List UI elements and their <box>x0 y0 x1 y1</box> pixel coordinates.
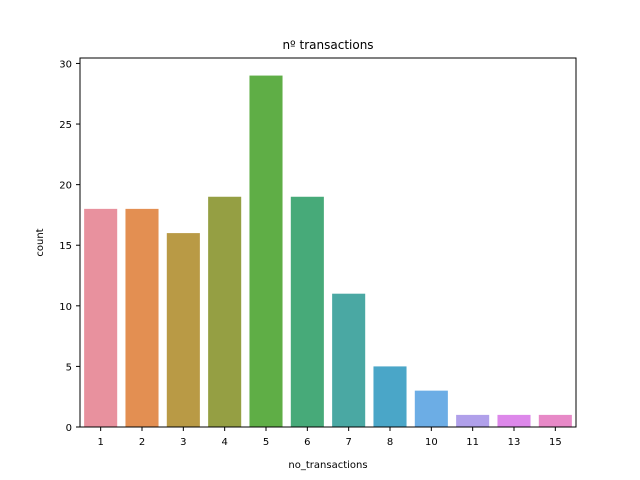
bar-6 <box>290 196 324 427</box>
bar-7 <box>332 293 366 427</box>
bar-15 <box>538 414 572 427</box>
x-tick-label: 11 <box>466 437 479 448</box>
x-axis-label: no_transactions <box>288 460 367 471</box>
x-tick-label: 13 <box>508 437 521 448</box>
bar-2 <box>125 208 159 427</box>
x-tick-label: 4 <box>221 437 227 448</box>
y-tick-label: 15 <box>59 241 72 252</box>
x-tick-label: 5 <box>263 437 269 448</box>
x-tick-label: 8 <box>387 437 393 448</box>
x-tick-label: 1 <box>97 437 103 448</box>
chart-title: nº transactions <box>282 38 373 52</box>
plot-frame <box>79 57 577 428</box>
bar-13 <box>497 414 531 427</box>
y-tick-label: 5 <box>66 362 72 373</box>
x-tick-label: 3 <box>180 437 186 448</box>
bar-8 <box>373 366 407 427</box>
y-tick-label: 10 <box>59 302 72 313</box>
y-axis-ticks: 0 5 10 15 20 25 30 <box>59 59 80 434</box>
x-tick-label: 7 <box>345 437 351 448</box>
bar-11 <box>456 414 490 427</box>
bar-10 <box>414 390 448 427</box>
y-tick-label: 20 <box>59 181 72 192</box>
bars-group <box>84 75 572 428</box>
x-tick-label: 6 <box>304 437 310 448</box>
bar-3 <box>166 233 200 427</box>
y-tick-label: 25 <box>59 120 72 131</box>
bar-5 <box>249 75 283 428</box>
y-tick-label: 0 <box>66 423 72 434</box>
bar-1 <box>84 208 118 427</box>
y-axis-label: count <box>35 228 46 256</box>
x-tick-label: 2 <box>139 437 145 448</box>
y-tick-label: 30 <box>59 59 72 70</box>
x-tick-label: 15 <box>549 437 562 448</box>
x-axis-ticks: 1 2 3 4 5 6 7 8 10 11 13 15 <box>97 427 562 448</box>
bar-4 <box>208 196 242 427</box>
x-tick-label: 10 <box>425 437 438 448</box>
